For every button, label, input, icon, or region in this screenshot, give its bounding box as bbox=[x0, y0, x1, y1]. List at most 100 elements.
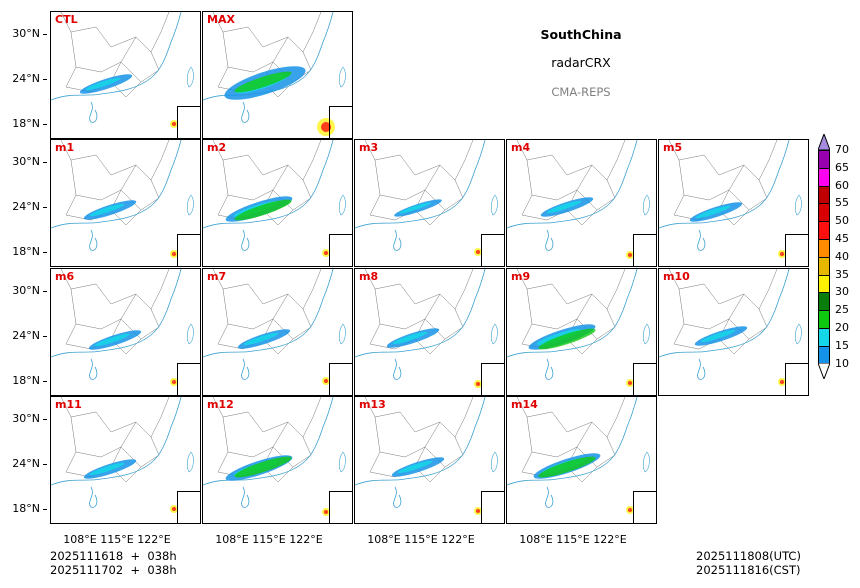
province-borders bbox=[668, 140, 778, 226]
map-panel-max: MAX bbox=[202, 11, 353, 139]
taiwan bbox=[642, 194, 650, 216]
taiwan bbox=[642, 451, 650, 473]
province-borders bbox=[364, 269, 474, 355]
colorbar-segment bbox=[818, 327, 830, 346]
variable-title: radarCRX bbox=[551, 55, 611, 70]
south-china-sea-inset bbox=[481, 491, 504, 523]
colorbar-tick-label: 45 bbox=[835, 232, 849, 245]
lat-tick-label: 24°N bbox=[0, 72, 47, 85]
province-borders bbox=[60, 269, 170, 355]
colorbar-tick-label: 30 bbox=[835, 285, 849, 299]
map-panel-m5: m5 bbox=[658, 139, 809, 267]
province-borders bbox=[516, 397, 626, 483]
south-china-sea-inset bbox=[633, 234, 656, 266]
colorbar-segment bbox=[818, 238, 830, 257]
panel-label: m5 bbox=[663, 141, 683, 154]
init-time-utc: 2025111618 + 038h bbox=[50, 549, 177, 563]
coastline bbox=[659, 269, 790, 380]
valid-time-cst: 2025111816(CST) bbox=[696, 563, 801, 577]
south-china-sea-inset bbox=[329, 106, 352, 138]
lon-tick-label: 108°E bbox=[215, 533, 249, 546]
lat-tick-label: 30°N bbox=[0, 284, 47, 297]
south-china-sea-inset bbox=[177, 106, 200, 138]
valid-time-utc: 2025111808(UTC) bbox=[696, 549, 801, 563]
lat-tick-label: 30°N bbox=[0, 27, 47, 40]
colorbar-tick-label: 50 bbox=[835, 214, 849, 228]
south-china-sea-inset bbox=[785, 234, 808, 266]
province-borders bbox=[668, 269, 778, 355]
coastline bbox=[203, 269, 334, 380]
lon-tick-label: 115°E bbox=[100, 533, 134, 546]
province-borders bbox=[60, 12, 170, 98]
province-borders bbox=[364, 140, 474, 226]
south-china-sea-inset bbox=[633, 491, 656, 523]
lat-tick-label: 18°N bbox=[0, 502, 47, 515]
panel-label: m10 bbox=[663, 270, 690, 283]
colorbar-tick-label: 60 bbox=[835, 178, 849, 192]
taiwan bbox=[338, 451, 346, 473]
coastline bbox=[51, 397, 182, 508]
colorbar-tick-label: 35 bbox=[835, 267, 849, 281]
coastline bbox=[51, 12, 182, 123]
colorbar-segment bbox=[818, 310, 830, 328]
south-china-sea-inset bbox=[177, 234, 200, 266]
taiwan bbox=[490, 451, 498, 473]
coastline bbox=[507, 397, 638, 508]
map-panel-m1: m1 bbox=[50, 139, 201, 267]
lon-tick-label: 115°E bbox=[404, 533, 438, 546]
province-borders bbox=[364, 397, 474, 483]
south-china-sea-inset bbox=[329, 234, 352, 266]
lon-tick-label: 122°E bbox=[593, 533, 627, 546]
province-borders bbox=[516, 269, 626, 355]
colorbar-segment bbox=[818, 150, 830, 168]
map-panel-m14: m14 bbox=[506, 396, 657, 524]
region-title: SouthChina bbox=[540, 27, 622, 42]
south-china-sea-inset bbox=[177, 491, 200, 523]
panel-label: m3 bbox=[359, 141, 379, 154]
panel-label: m1 bbox=[55, 141, 75, 154]
map-panel-m2: m2 bbox=[202, 139, 353, 267]
province-borders bbox=[60, 397, 170, 483]
map-panel-m8: m8 bbox=[354, 268, 505, 396]
lat-tick-label: 30°N bbox=[0, 155, 47, 168]
map-panel-m7: m7 bbox=[202, 268, 353, 396]
panel-label: CTL bbox=[55, 13, 78, 26]
south-china-sea-inset bbox=[481, 363, 504, 395]
coastline bbox=[355, 140, 486, 251]
taiwan bbox=[642, 323, 650, 345]
map-panel-m13: m13 bbox=[354, 396, 505, 524]
init-time-cst: 2025111702 + 038h bbox=[50, 563, 177, 577]
taiwan bbox=[338, 66, 346, 88]
colorbar-tick-label: 20 bbox=[835, 321, 849, 334]
province-borders bbox=[516, 140, 626, 226]
map-panel-m10: m10 bbox=[658, 268, 809, 396]
coastline bbox=[203, 140, 334, 251]
lon-tick-label: 108°E bbox=[519, 533, 553, 546]
lon-tick-label: 108°E bbox=[367, 533, 401, 546]
panel-label: m6 bbox=[55, 270, 75, 283]
taiwan bbox=[338, 323, 346, 345]
south-china-sea-inset bbox=[177, 363, 200, 395]
panel-label: m2 bbox=[207, 141, 227, 154]
lon-tick-label: 115°E bbox=[252, 533, 286, 546]
colorbar-under-triangle bbox=[818, 362, 830, 379]
colorbar-tick-label: 40 bbox=[835, 249, 849, 263]
south-china-sea-inset bbox=[785, 363, 808, 395]
colorbar-tick-label: 15 bbox=[835, 338, 849, 352]
panel-label: m7 bbox=[207, 270, 227, 283]
coastline bbox=[203, 12, 334, 123]
coastline bbox=[355, 269, 486, 380]
taiwan bbox=[186, 451, 194, 473]
taiwan bbox=[338, 194, 346, 216]
coastline bbox=[51, 140, 182, 251]
lat-tick-label: 30°N bbox=[0, 412, 47, 425]
colorbar-tick-label: 25 bbox=[835, 303, 849, 317]
colorbar-segment bbox=[818, 221, 830, 239]
province-borders bbox=[212, 269, 322, 355]
colorbar-tick-label: 70 bbox=[835, 143, 849, 156]
taiwan bbox=[186, 323, 194, 345]
panel-label: m13 bbox=[359, 398, 386, 411]
panel-label: MAX bbox=[207, 13, 235, 26]
coastline bbox=[355, 397, 486, 508]
colorbar bbox=[818, 134, 830, 379]
